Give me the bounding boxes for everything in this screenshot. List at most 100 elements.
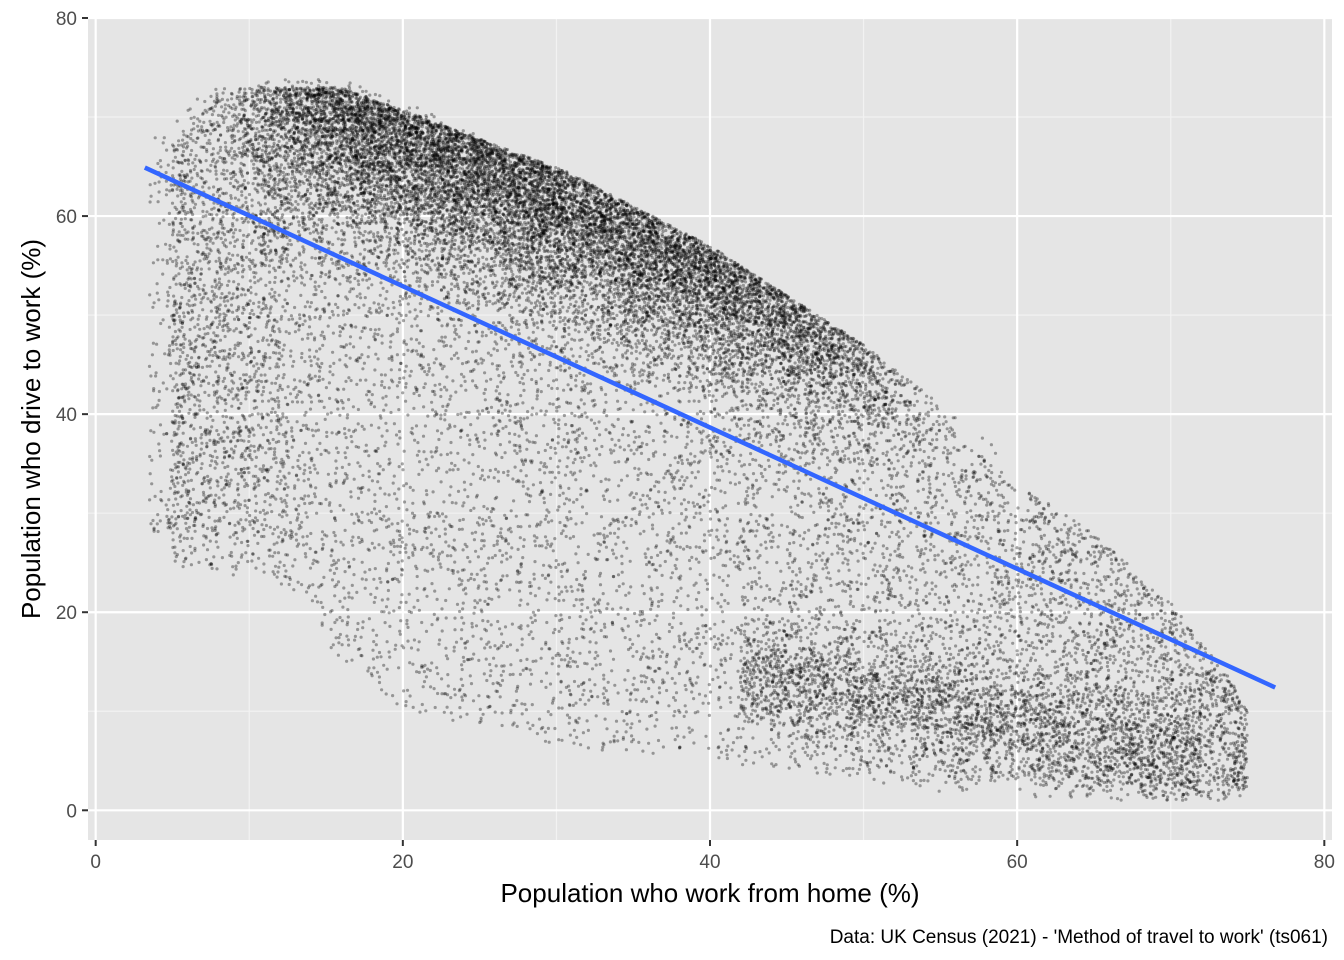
data-point [761,294,766,298]
data-point [539,290,543,294]
data-point [482,280,486,284]
data-point [426,314,430,318]
data-point [569,295,573,299]
data-point [446,136,450,140]
data-point [354,221,358,225]
data-point [810,442,815,446]
data-point [730,317,734,321]
data-point [721,326,725,330]
data-point [760,311,764,315]
data-point [387,267,391,271]
data-point [706,334,711,338]
data-point [921,433,925,437]
data-point [721,252,725,256]
data-point [641,361,646,365]
data-point [789,346,794,350]
data-point [469,167,473,171]
data-point [346,194,350,199]
data-point [780,334,784,338]
data-point [573,198,577,202]
data-point [770,345,774,349]
data-point [600,350,605,354]
data-point [491,282,495,286]
data-point [633,294,638,298]
data-point [523,287,527,291]
data-point [476,149,480,153]
data-point [422,224,426,228]
data-point [539,227,543,232]
data-point [752,363,756,368]
data-point [693,291,697,295]
data-point [363,156,367,160]
data-point [258,91,263,95]
data-point [441,196,445,200]
data-point [943,415,947,419]
data-point [628,318,633,322]
data-point [785,423,790,427]
data-point [465,266,469,270]
data-point [817,319,821,323]
data-point [640,293,644,297]
data-point [843,349,847,353]
data-point [461,156,465,160]
data-point [492,294,496,298]
data-point [302,222,306,226]
data-point [795,372,799,377]
data-point [673,229,677,233]
data-point [601,317,605,321]
data-point [548,320,552,324]
data-point [707,339,711,343]
data-point [507,342,511,347]
data-point [571,234,575,238]
data-point [503,293,507,297]
data-point [401,202,405,206]
data-point [320,135,324,139]
data-point [442,200,446,204]
data-point [189,116,193,120]
data-point [531,262,535,266]
data-point [419,198,423,202]
data-point [331,121,335,125]
data-point [518,170,523,174]
data-point [661,230,665,234]
data-point [663,312,667,316]
data-point [229,176,233,181]
data-point [392,174,397,179]
data-point [754,278,758,282]
data-point [424,220,428,224]
data-point [606,254,611,258]
data-point [251,112,255,116]
data-point [793,309,797,313]
data-point [759,277,764,281]
data-point [162,136,166,140]
data-point [444,234,449,238]
data-point [635,345,639,349]
data-point [290,176,294,180]
data-point [279,154,283,158]
data-point [375,120,379,124]
data-point [741,373,745,378]
data-point [355,215,359,220]
data-point [474,159,478,163]
data-point [213,128,217,132]
data-point [709,273,714,277]
data-point [839,396,843,400]
data-point [595,332,600,336]
data-point [727,385,731,390]
data-point [660,259,664,263]
data-point [313,256,318,260]
data-point [247,124,251,128]
data-point [769,443,773,447]
data-point [340,164,344,168]
data-point [865,352,869,356]
data-point [370,110,374,114]
data-point [226,126,230,130]
data-point [596,318,600,322]
data-point [538,304,542,308]
data-point [440,335,444,339]
data-point [621,283,625,287]
data-point [388,166,392,170]
data-point [753,278,757,282]
data-point [538,307,543,311]
data-point [313,141,317,145]
